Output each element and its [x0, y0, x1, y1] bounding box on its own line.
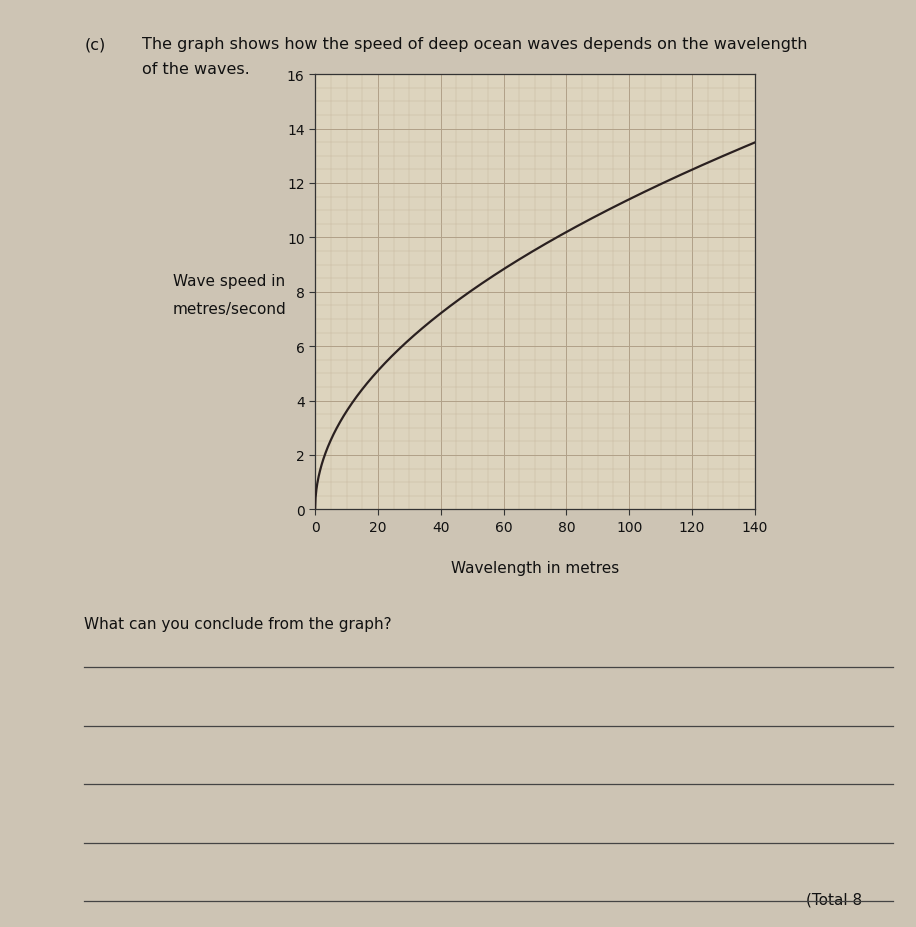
Text: What can you conclude from the graph?: What can you conclude from the graph?	[84, 616, 392, 631]
Text: Wavelength in metres: Wavelength in metres	[451, 561, 619, 576]
Text: Wave speed in: Wave speed in	[173, 273, 285, 289]
Text: (c): (c)	[84, 37, 105, 52]
Text: metres/second: metres/second	[173, 301, 287, 317]
Text: of the waves.: of the waves.	[142, 62, 250, 77]
Text: (Total 8: (Total 8	[806, 892, 862, 907]
Text: The graph shows how the speed of deep ocean waves depends on the wavelength: The graph shows how the speed of deep oc…	[142, 37, 808, 52]
